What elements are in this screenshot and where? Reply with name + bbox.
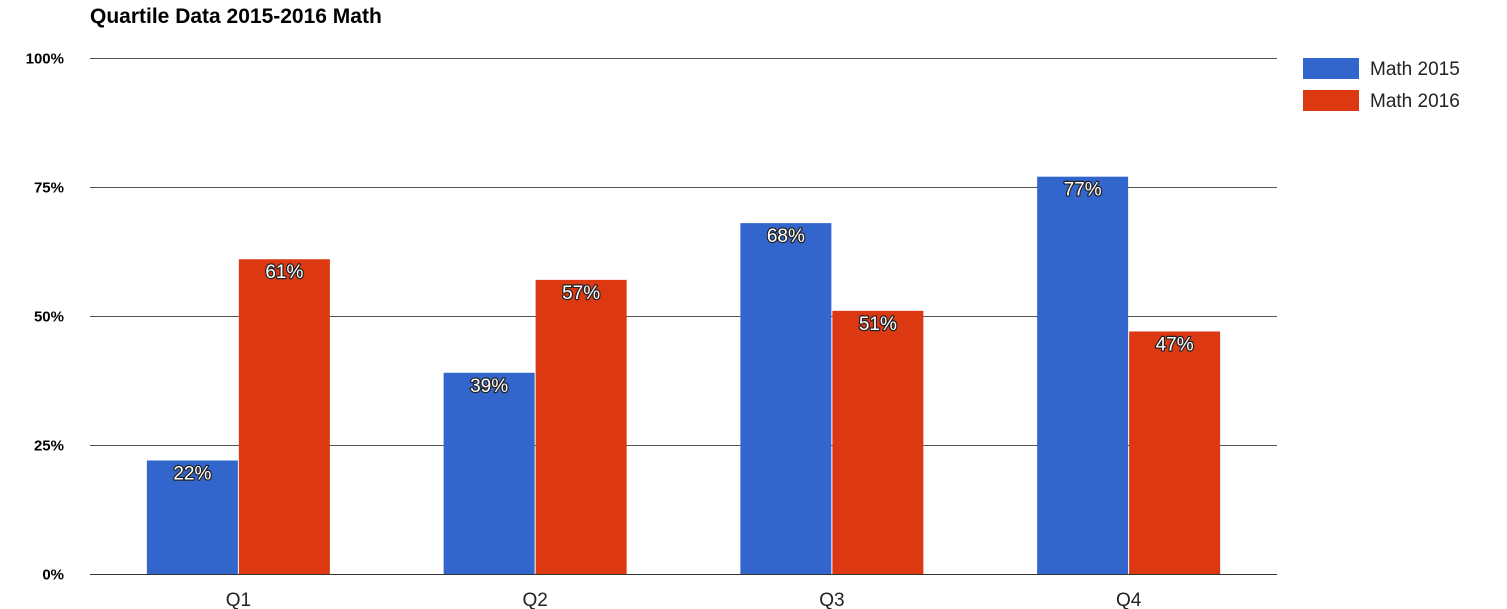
legend-swatch (1303, 58, 1359, 79)
bar (146, 460, 238, 574)
legend-label: Math 2015 (1370, 59, 1460, 80)
y-tick-label: 50% (34, 309, 64, 326)
y-tick-label: 100% (26, 51, 64, 68)
x-tick-label: Q2 (522, 590, 547, 609)
legend-swatch (1303, 90, 1359, 111)
data-label: 47% (1156, 334, 1194, 355)
x-tick-label: Q4 (1116, 590, 1142, 609)
legend-label: Math 2016 (1370, 91, 1460, 112)
bar (535, 279, 627, 574)
bar (740, 223, 832, 574)
bar (238, 259, 330, 574)
chart-title: Quartile Data 2015-2016 Math (90, 5, 382, 28)
data-label: 57% (562, 283, 600, 304)
legend: Math 2015 Math 2016 (1303, 58, 1460, 112)
x-tick-label: Q3 (819, 590, 844, 609)
bar (832, 310, 924, 574)
data-label: 61% (265, 262, 303, 283)
data-label: 68% (767, 226, 805, 247)
bar (443, 372, 535, 574)
bars (146, 176, 1221, 574)
y-tick-label: 0% (42, 567, 64, 584)
axis-labels: 0% 25% 50% 75% 100% Q1 Q2 Q3 Q4 (26, 51, 1142, 609)
x-tick-label: Q1 (226, 590, 251, 609)
y-tick-label: 75% (34, 180, 64, 197)
data-label: 51% (859, 314, 897, 335)
y-tick-label: 25% (34, 438, 64, 455)
bar (1037, 176, 1129, 574)
data-labels: 22% 61% 39% 57% 68% 51% 77% 47% (172, 178, 1195, 485)
data-label: 39% (470, 376, 508, 397)
bar (1129, 331, 1221, 574)
data-label: 22% (173, 463, 211, 484)
data-label: 77% (1064, 180, 1102, 201)
